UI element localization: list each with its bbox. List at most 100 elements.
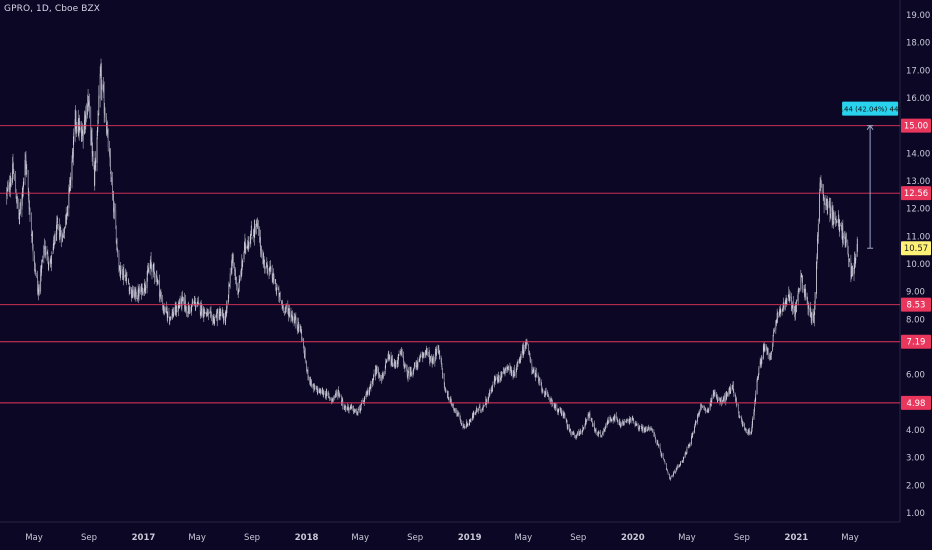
candle-body xyxy=(82,133,84,141)
candle-body xyxy=(703,406,705,408)
time-axis[interactable]: May Sep 2017 May Sep 2018 May Sep 2019 May Sep 2020… xyxy=(25,533,859,543)
candle-body xyxy=(358,409,359,411)
candle-body xyxy=(294,317,295,322)
candle-body xyxy=(616,419,618,421)
candle-body xyxy=(529,354,530,356)
candle-body xyxy=(616,418,618,420)
candle-body xyxy=(469,420,471,423)
candle-body xyxy=(232,259,233,261)
candle-body xyxy=(57,222,59,226)
level-badge-bg xyxy=(901,334,931,349)
candle-body xyxy=(710,401,711,404)
candle-body xyxy=(432,358,433,363)
candle-body xyxy=(612,417,614,421)
candle-body xyxy=(319,388,321,393)
candle-body xyxy=(664,461,666,464)
level-badge-bg xyxy=(901,186,931,201)
candle-body xyxy=(65,214,67,228)
candle-body xyxy=(325,395,327,397)
candle-body xyxy=(135,296,137,298)
candle-body xyxy=(789,296,791,298)
candle-body xyxy=(798,289,799,291)
candle-body xyxy=(275,283,277,291)
candle-body xyxy=(57,224,59,226)
candle-body xyxy=(386,360,387,363)
candle-body xyxy=(188,307,190,314)
time-tick-label: May xyxy=(188,533,206,543)
candle-body xyxy=(347,407,349,409)
candle-body xyxy=(588,413,589,415)
candle-body xyxy=(363,399,365,404)
candle-body xyxy=(762,346,764,359)
candle-body xyxy=(741,419,743,422)
candle-body xyxy=(745,428,747,433)
candle-body xyxy=(292,316,294,320)
candle-body xyxy=(375,368,377,373)
candle-body xyxy=(248,242,250,247)
candle-body xyxy=(174,306,176,313)
candle-body xyxy=(448,397,450,400)
candle-body xyxy=(220,313,221,315)
candle-body xyxy=(331,399,333,402)
candle-body xyxy=(422,353,424,355)
candle-body xyxy=(738,412,740,415)
candle-body xyxy=(59,232,61,240)
candle-body xyxy=(491,390,493,392)
candle-body xyxy=(81,132,83,135)
candle-body xyxy=(757,378,758,380)
candle-body xyxy=(744,428,746,430)
price-axis[interactable]: 1.00 2.00 3.00 4.00 6.00 8.00 9.00 10.00 11.00 12… xyxy=(906,11,930,519)
candle-body xyxy=(694,426,695,433)
candle-body xyxy=(102,82,104,91)
candle-body xyxy=(564,414,566,419)
candle-body xyxy=(651,430,653,431)
candle-body xyxy=(267,267,269,273)
candle-body xyxy=(459,415,461,417)
candle-body xyxy=(832,205,834,220)
candle-body xyxy=(591,419,593,421)
candle-body xyxy=(517,360,519,363)
candle-body xyxy=(758,374,759,379)
candle-body xyxy=(806,296,808,300)
candle-body xyxy=(416,361,417,366)
candle-body xyxy=(15,194,17,199)
candle-body xyxy=(747,432,749,434)
candle-body xyxy=(713,391,715,394)
candle-body xyxy=(23,177,25,185)
candle-body xyxy=(629,417,631,420)
candle-body xyxy=(581,431,583,433)
candle-body xyxy=(391,359,393,362)
candle-body xyxy=(90,132,92,142)
candle-body xyxy=(522,347,523,354)
candle-body xyxy=(463,425,465,428)
candle-body xyxy=(476,408,478,411)
candle-body xyxy=(383,374,384,376)
candle-body xyxy=(813,318,815,323)
candle-body xyxy=(350,406,351,409)
candle-body xyxy=(769,356,770,358)
candle-body xyxy=(216,313,218,320)
candle-body xyxy=(325,392,326,397)
candle-body xyxy=(45,251,46,254)
candle-body xyxy=(42,259,43,262)
candle-body xyxy=(274,282,276,284)
candle-body xyxy=(375,368,376,377)
candle-body xyxy=(610,418,612,421)
candle-body xyxy=(741,421,743,426)
candle-body xyxy=(434,351,436,361)
candle-body xyxy=(53,239,55,244)
candle-body xyxy=(384,367,386,371)
candle-body xyxy=(190,309,192,311)
candle-body xyxy=(787,294,789,298)
candle-body xyxy=(88,99,89,103)
level-badge-bg xyxy=(901,118,931,133)
candle-body xyxy=(852,267,854,274)
candle-body xyxy=(729,392,731,394)
candle-body xyxy=(472,415,473,420)
candle-body xyxy=(711,400,712,404)
candle-body xyxy=(407,373,408,378)
candle-body xyxy=(660,451,662,455)
candle-body xyxy=(679,465,681,467)
